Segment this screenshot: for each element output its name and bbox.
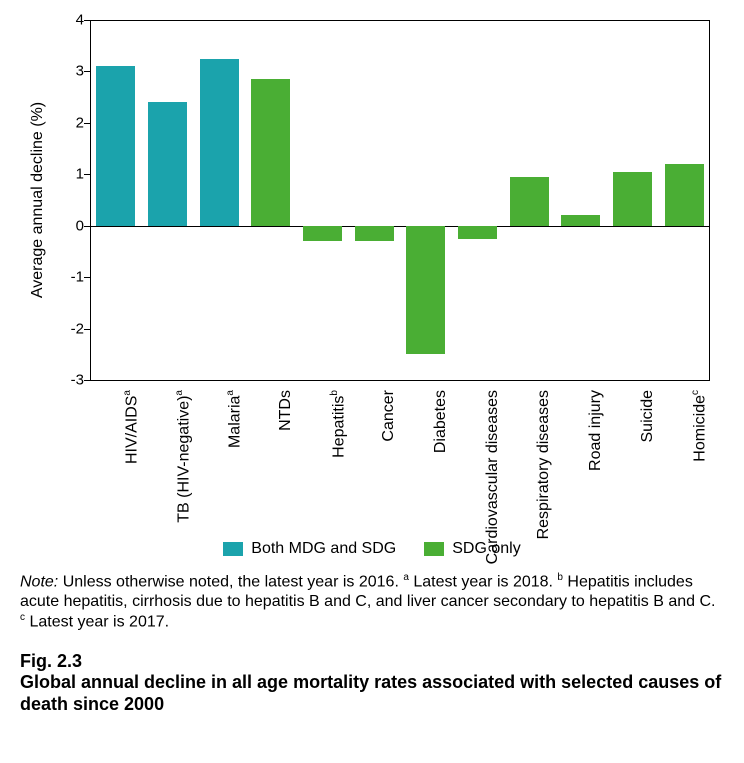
y-tick-label: 2 [60, 114, 84, 131]
legend: Both MDG and SDG SDG only [20, 540, 724, 558]
x-category-label: Respiratory diseases [535, 390, 553, 539]
figure-title: Global annual decline in all age mortali… [20, 672, 724, 715]
y-tick-label: 3 [60, 63, 84, 80]
x-category-label: Malariaa [225, 390, 244, 448]
figure-label: Fig. 2.3 [20, 651, 724, 673]
figure-caption: Fig. 2.3 Global annual decline in all ag… [20, 651, 724, 716]
legend-swatch [223, 542, 243, 556]
y-tick-label: 4 [60, 12, 84, 29]
x-category-label: Cancer [380, 390, 398, 442]
x-axis-line [90, 380, 710, 381]
bar [458, 226, 497, 239]
y-tick-label: -1 [60, 269, 84, 286]
bar [96, 66, 135, 225]
bar [355, 226, 394, 241]
footnote: Note: Unless otherwise noted, the latest… [20, 572, 724, 633]
note-prefix: Note: [20, 573, 58, 590]
legend-item: Both MDG and SDG [223, 540, 396, 558]
x-category-label: Road injury [587, 390, 605, 471]
legend-swatch [424, 542, 444, 556]
x-category-label: Suicide [639, 390, 657, 442]
y-axis-line [90, 20, 91, 380]
x-category-label: Diabetes [432, 390, 450, 453]
bar [613, 172, 652, 226]
x-category-label: Homicidec [690, 390, 709, 462]
y-tick-label: 0 [60, 217, 84, 234]
bar [510, 177, 549, 226]
bar [561, 215, 600, 225]
bar [148, 102, 187, 225]
y-axis-label: Average annual decline (%) [29, 102, 47, 298]
legend-item: SDG only [424, 540, 520, 558]
y-tick-label: -3 [60, 372, 84, 389]
x-category-label: NTDs [277, 390, 295, 431]
legend-label: Both MDG and SDG [251, 540, 396, 558]
x-category-label: HIV/AIDSa [122, 390, 141, 464]
bar [665, 164, 704, 226]
x-category-label: TB (HIV-negative)a [174, 390, 193, 523]
bar [200, 59, 239, 226]
y-tick-label: -2 [60, 320, 84, 337]
chart-container: Average annual decline (%) -3 -2 -1 0 1 2 3 4 HI… [20, 10, 724, 530]
y-tick-label: 1 [60, 166, 84, 183]
bar [406, 226, 445, 355]
x-category-label: Hepatitisb [329, 390, 348, 458]
zero-line [90, 226, 710, 227]
bar [303, 226, 342, 241]
x-category-label: Cardiovascular diseases [484, 390, 502, 564]
bar [251, 79, 290, 226]
